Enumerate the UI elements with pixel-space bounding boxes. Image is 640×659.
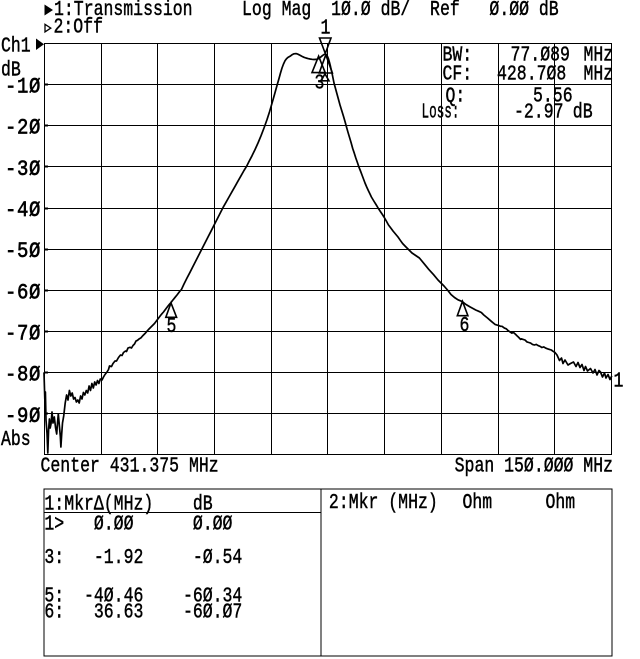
- svg-text:6: 6: [460, 313, 470, 338]
- svg-text:-6Ø: -6Ø: [5, 281, 41, 306]
- svg-text:2:Mkr (MHz): 2:Mkr (MHz): [329, 490, 438, 515]
- svg-text:Ohm: Ohm: [546, 490, 576, 515]
- svg-text:Ohm: Ohm: [463, 490, 493, 515]
- svg-text:dB: dB: [1, 58, 21, 83]
- svg-text:3: -1.92 -Ø.54: 3: -1.92 -Ø.54: [44, 545, 242, 570]
- svg-text:77.Ø89: 77.Ø89: [511, 43, 570, 68]
- svg-text:Ch1: Ch1: [1, 34, 31, 59]
- svg-text:Loss:: Loss:: [422, 100, 460, 125]
- svg-text:6: 36.63 -6Ø.Ø7: 6: 36.63 -6Ø.Ø7: [44, 600, 242, 625]
- svg-text:MHz: MHz: [584, 62, 614, 87]
- svg-text:-2Ø: -2Ø: [5, 117, 41, 142]
- svg-text:3: 3: [315, 70, 325, 95]
- svg-text:428.7Ø8: 428.7Ø8: [497, 62, 566, 87]
- svg-text:BW:: BW:: [443, 43, 473, 68]
- svg-text:5.56: 5.56: [533, 84, 573, 109]
- svg-text:-8Ø: -8Ø: [5, 364, 41, 389]
- svg-text:CF:: CF:: [443, 62, 473, 87]
- svg-text:-5Ø: -5Ø: [5, 240, 41, 265]
- svg-text:dB: dB: [573, 100, 593, 125]
- svg-text:-9Ø: -9Ø: [5, 405, 41, 430]
- svg-text:1:MkrΔ(MHz) dB: 1:MkrΔ(MHz) dB: [44, 492, 212, 517]
- svg-text:1: 1: [614, 369, 624, 394]
- svg-text:5: 5: [167, 314, 177, 339]
- svg-text:1> Ø.ØØ Ø.ØØ: 1> Ø.ØØ Ø.ØØ: [44, 511, 232, 536]
- svg-text:MHz: MHz: [584, 43, 614, 68]
- svg-text:-1Ø: -1Ø: [5, 75, 41, 100]
- svg-text:Center 431.375 MHz: Center 431.375 MHz: [41, 454, 219, 479]
- svg-text:-4Ø: -4Ø: [5, 199, 41, 224]
- svg-text:Q:: Q:: [446, 84, 466, 109]
- svg-text:-7Ø: -7Ø: [5, 322, 41, 347]
- svg-text:-2.97: -2.97: [514, 100, 563, 125]
- svg-text:-3Ø: -3Ø: [5, 158, 41, 183]
- svg-text:5: -4Ø.46 -6Ø.34: 5: -4Ø.46 -6Ø.34: [44, 584, 242, 609]
- svg-text:Span 15Ø.ØØØ MHz: Span 15Ø.ØØØ MHz: [455, 454, 613, 479]
- svg-text:1:Transmission Log Mag 1Ø: 1:Transmission Log Mag 1Ø.Ø dB/ Ref Ø.ØØ…: [54, 0, 559, 22]
- svg-text:2:Off: 2:Off: [54, 14, 103, 39]
- svg-text:1: 1: [321, 16, 331, 41]
- svg-text:Abs: Abs: [1, 427, 31, 452]
